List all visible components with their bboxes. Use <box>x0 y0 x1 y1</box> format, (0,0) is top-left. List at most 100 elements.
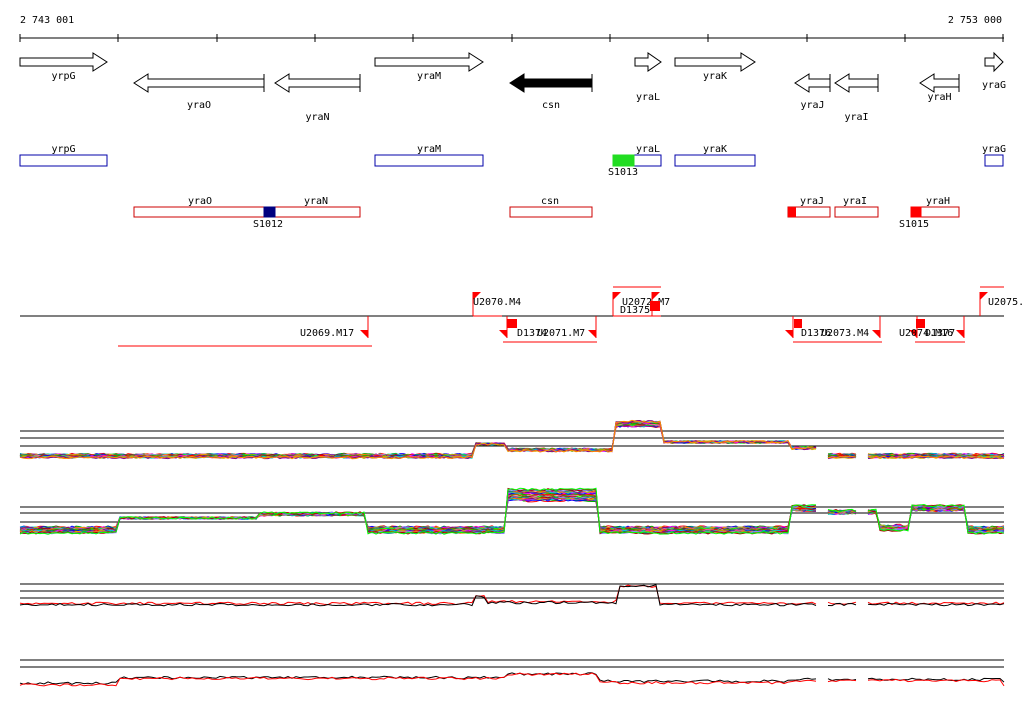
plus-box-label-yraM: yraM <box>417 144 441 155</box>
gene-label-yraO: yraO <box>187 100 211 111</box>
start-coordinate: 2 743 001 <box>20 15 74 26</box>
plus-box-label-yraG: yraG <box>982 144 1006 155</box>
minus-box-label-csn: csn <box>541 196 559 207</box>
gene-arrow-csn[interactable] <box>509 73 593 93</box>
expression-line <box>19 672 1005 687</box>
site-label-S1013: S1013 <box>608 167 638 178</box>
expression-line <box>19 490 1005 534</box>
gene-label-csn: csn <box>542 100 560 111</box>
expression-line <box>19 421 1005 459</box>
expression-line <box>19 420 1005 459</box>
minus-box-label-yraO: yraO <box>188 196 212 207</box>
feature-flag <box>588 330 596 338</box>
expression-track-1 <box>19 419 1005 460</box>
feature-label-U2073.M4: U2073.M4 <box>821 328 869 339</box>
plus-box-label-yrpG: yrpG <box>51 144 75 155</box>
expression-track-2 <box>19 487 1005 535</box>
site-S1013[interactable] <box>612 154 635 167</box>
expression-line <box>19 499 1005 529</box>
feature-flag <box>785 330 793 338</box>
plus-box-label-yraK: yraK <box>703 144 727 155</box>
feature-label-D1377: D1377 <box>925 328 955 339</box>
plus-box-yraG[interactable] <box>984 154 1004 167</box>
minus-marker <box>788 207 796 217</box>
plus-box-yrpG[interactable] <box>19 154 108 167</box>
gene-label-yraI: yraI <box>844 112 868 123</box>
minus-box-yraO[interactable] <box>133 206 265 218</box>
expression-line <box>19 421 1005 459</box>
expression-line <box>19 421 1005 459</box>
expression-track-3 <box>19 583 1005 607</box>
minus-box-label-yraJ: yraJ <box>800 196 824 207</box>
expression-line <box>19 497 1005 530</box>
site-label-S1012: S1012 <box>253 219 283 230</box>
gene-label-yraH: yraH <box>927 92 951 103</box>
gene-arrow-yraI[interactable] <box>834 73 879 93</box>
gene-arrow-yraJ[interactable] <box>794 73 831 93</box>
gene-arrow-yraK[interactable] <box>674 52 756 72</box>
plus-strand-track: yrpG yraM yraL yraK yraG S1013 <box>19 144 1006 178</box>
expression-line <box>19 419 1004 460</box>
expression-line <box>19 421 1005 459</box>
minus-box-label-yraH: yraH <box>926 196 950 207</box>
expression-line <box>19 420 1005 459</box>
gene-arrow-yraO[interactable] <box>133 73 265 93</box>
minus-box-yraI[interactable] <box>834 206 879 218</box>
gene-label-yraG: yraG <box>982 80 1006 91</box>
expression-line <box>19 584 1005 607</box>
plus-box-yraK[interactable] <box>674 154 756 167</box>
minus-box-label-yraI: yraI <box>843 196 867 207</box>
gene-label-yraJ: yraJ <box>800 100 824 111</box>
feature-label-U2069.M17: U2069.M17 <box>300 328 354 339</box>
expression-line <box>19 419 1005 460</box>
feature-flag <box>872 330 880 338</box>
minus-strand-track: yraO yraN csn yraJ yraI yraH S1012 S1015 <box>133 196 960 230</box>
feature-flag <box>613 292 621 300</box>
feature-block <box>507 319 517 328</box>
feature-flag <box>652 292 660 300</box>
site-S1012[interactable] <box>263 206 276 218</box>
expression-line <box>19 420 1005 460</box>
minus-box-yraN[interactable] <box>263 206 361 218</box>
gene-arrow-yraL[interactable] <box>634 52 662 72</box>
gene-label-yraL: yraL <box>636 92 660 103</box>
expression-line <box>19 498 1005 530</box>
gene-arrow-yraM[interactable] <box>374 52 484 72</box>
feature-label-D1375: D1375 <box>620 305 650 316</box>
feature-label-U2072.M7: U2072.M7 <box>622 297 670 308</box>
expression-line <box>19 498 1005 530</box>
feature-flag <box>499 330 507 338</box>
gene-label-yrpG: yrpG <box>51 71 75 82</box>
feature-label-U2075.: U2075. <box>988 297 1024 308</box>
gene-label-yraN: yraN <box>305 112 329 123</box>
minus-box-label-yraN: yraN <box>304 196 328 207</box>
expression-line <box>19 584 1005 606</box>
expression-line <box>19 420 1005 459</box>
gene-arrow-track: yrpG yraO yraN yraM csn yraL yraK yraJ yraI yraH y… <box>19 51 1006 123</box>
expression-line <box>19 497 1005 530</box>
minus-box-csn[interactable] <box>509 206 593 218</box>
feature-block <box>650 301 660 311</box>
gene-arrow-yraG[interactable] <box>984 51 1004 73</box>
expression-tracks <box>19 419 1005 687</box>
gene-arrow-yrpG[interactable] <box>19 52 108 72</box>
feature-flag <box>909 330 917 338</box>
expression-line <box>19 487 1005 535</box>
feature-label-D1374: D1374 <box>517 328 547 339</box>
coordinate-ruler: 2 743 001 2 753 000 <box>19 15 1004 42</box>
end-coordinate: 2 753 000 <box>948 15 1002 26</box>
expression-track-4 <box>19 659 1005 687</box>
feature-flag <box>980 292 988 300</box>
site-S1015[interactable] <box>910 206 922 218</box>
feature-block <box>794 319 802 328</box>
feature-flag <box>473 292 481 300</box>
plus-box-yraM[interactable] <box>374 154 484 167</box>
gene-arrow-yraH[interactable] <box>919 73 960 93</box>
feature-label-U2071.M7: U2071.M7 <box>537 328 585 339</box>
expression-line <box>19 490 1005 534</box>
gene-label-yraM: yraM <box>417 71 441 82</box>
ruler-ticks <box>19 34 1004 42</box>
gene-arrow-yraN[interactable] <box>274 73 361 93</box>
